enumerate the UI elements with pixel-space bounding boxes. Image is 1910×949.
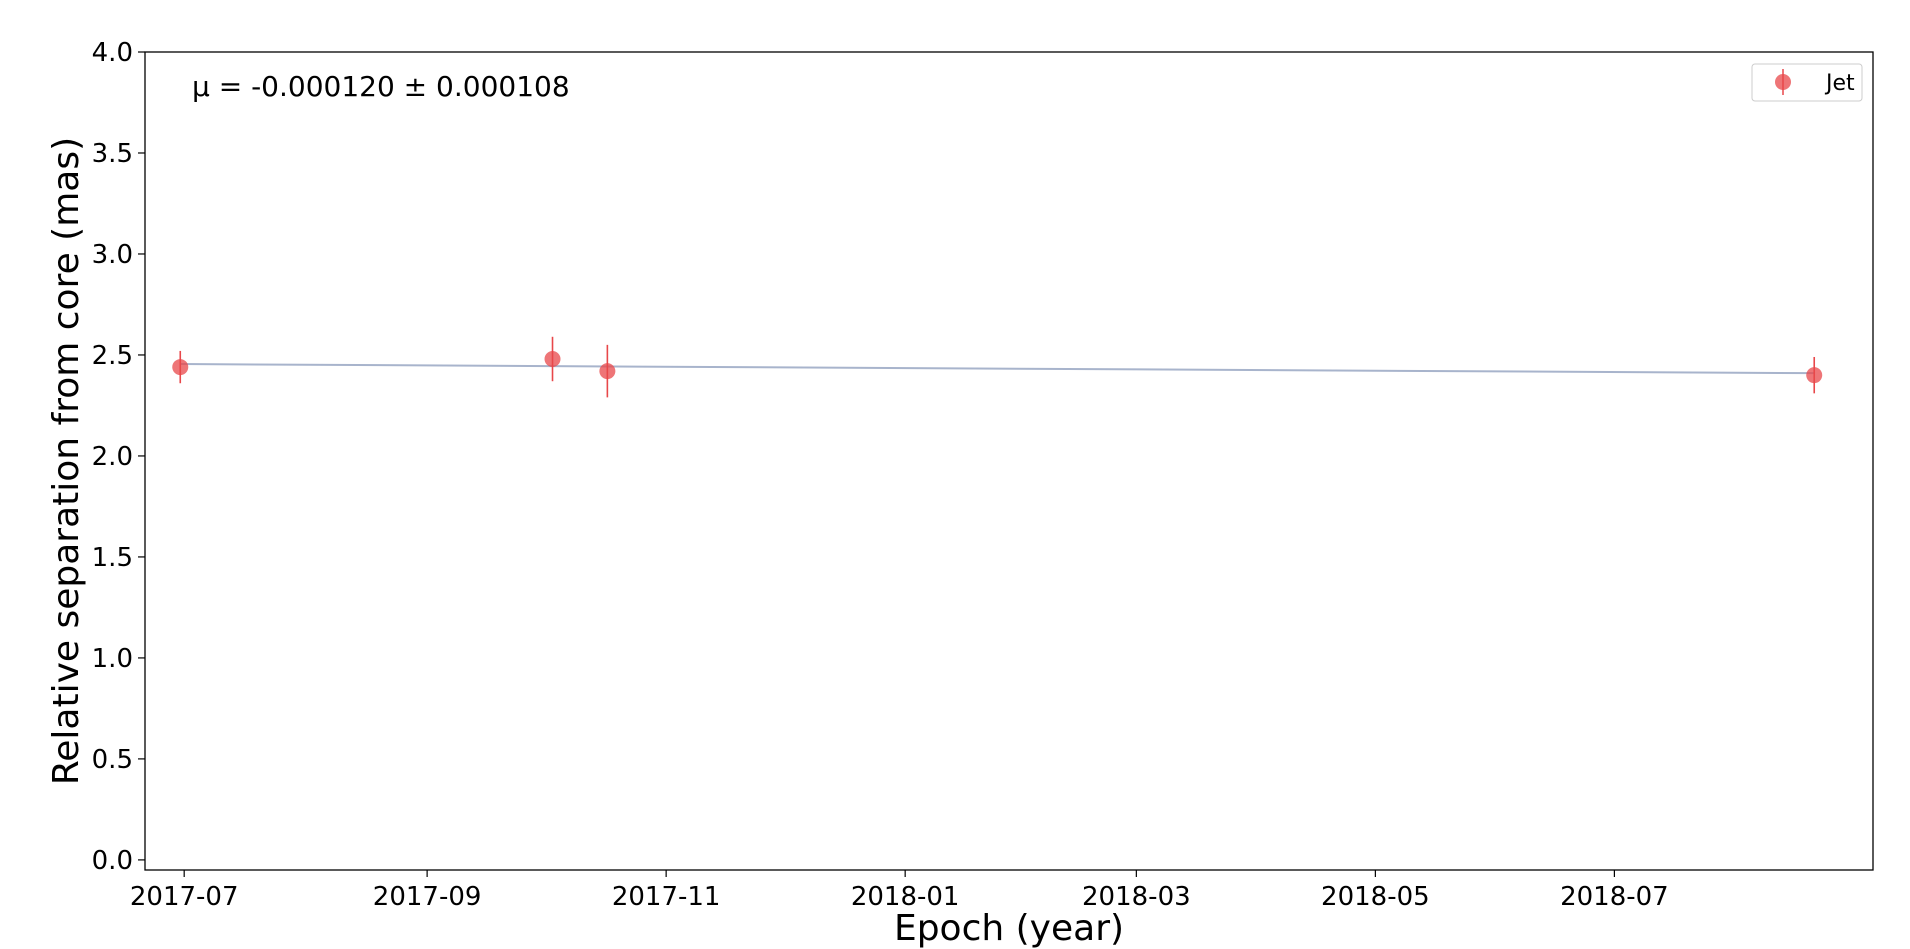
y-tick-label: 3.0	[92, 240, 133, 270]
legend-label-jet: Jet	[1824, 71, 1855, 96]
y-tick-label: 2.5	[92, 341, 133, 371]
data-point	[1806, 367, 1823, 384]
x-axis-label: Epoch (year)	[894, 908, 1124, 949]
x-tick-label: 2018-01	[851, 882, 960, 912]
plot-area	[144, 51, 1874, 871]
data-points	[172, 336, 1823, 398]
y-tick-label: 0.5	[92, 745, 133, 775]
y-tick-label: 1.0	[92, 644, 133, 674]
x-tick-label: 2017-11	[612, 882, 721, 912]
y-tick-label: 4.0	[92, 38, 133, 68]
x-axis: 2017-07 2017-09 2017-11 2018-01 2018-03 2018-…	[130, 870, 1669, 912]
annotation-text: μ = -0.000120 ± 0.000108	[192, 70, 570, 103]
x-tick-label: 2018-05	[1321, 882, 1430, 912]
x-tick-label: 2017-07	[130, 882, 239, 912]
y-tick-label: 2.0	[92, 442, 133, 472]
data-point	[172, 359, 189, 376]
fit-line-path	[180, 363, 1815, 375]
legend-box	[1751, 63, 1863, 102]
y-axis-label: Relative separation from core (mas)	[46, 137, 87, 785]
data-point	[599, 363, 616, 380]
legend-marker	[1775, 74, 1791, 90]
fit-line	[180, 363, 1815, 375]
x-tick-label: 2017-09	[373, 882, 482, 912]
y-axis: 0.0 0.5 1.0 1.5 2.0 2.5 3.0 3.5 4.0	[92, 38, 145, 876]
y-tick-label: 3.5	[92, 139, 133, 169]
data-point	[544, 351, 561, 368]
legend: Jet	[1751, 63, 1863, 102]
y-tick-label: 1.5	[92, 543, 133, 573]
y-tick-label: 0.0	[92, 846, 133, 876]
x-tick-label: 2018-03	[1082, 882, 1191, 912]
x-tick-label: 2018-07	[1560, 882, 1669, 912]
